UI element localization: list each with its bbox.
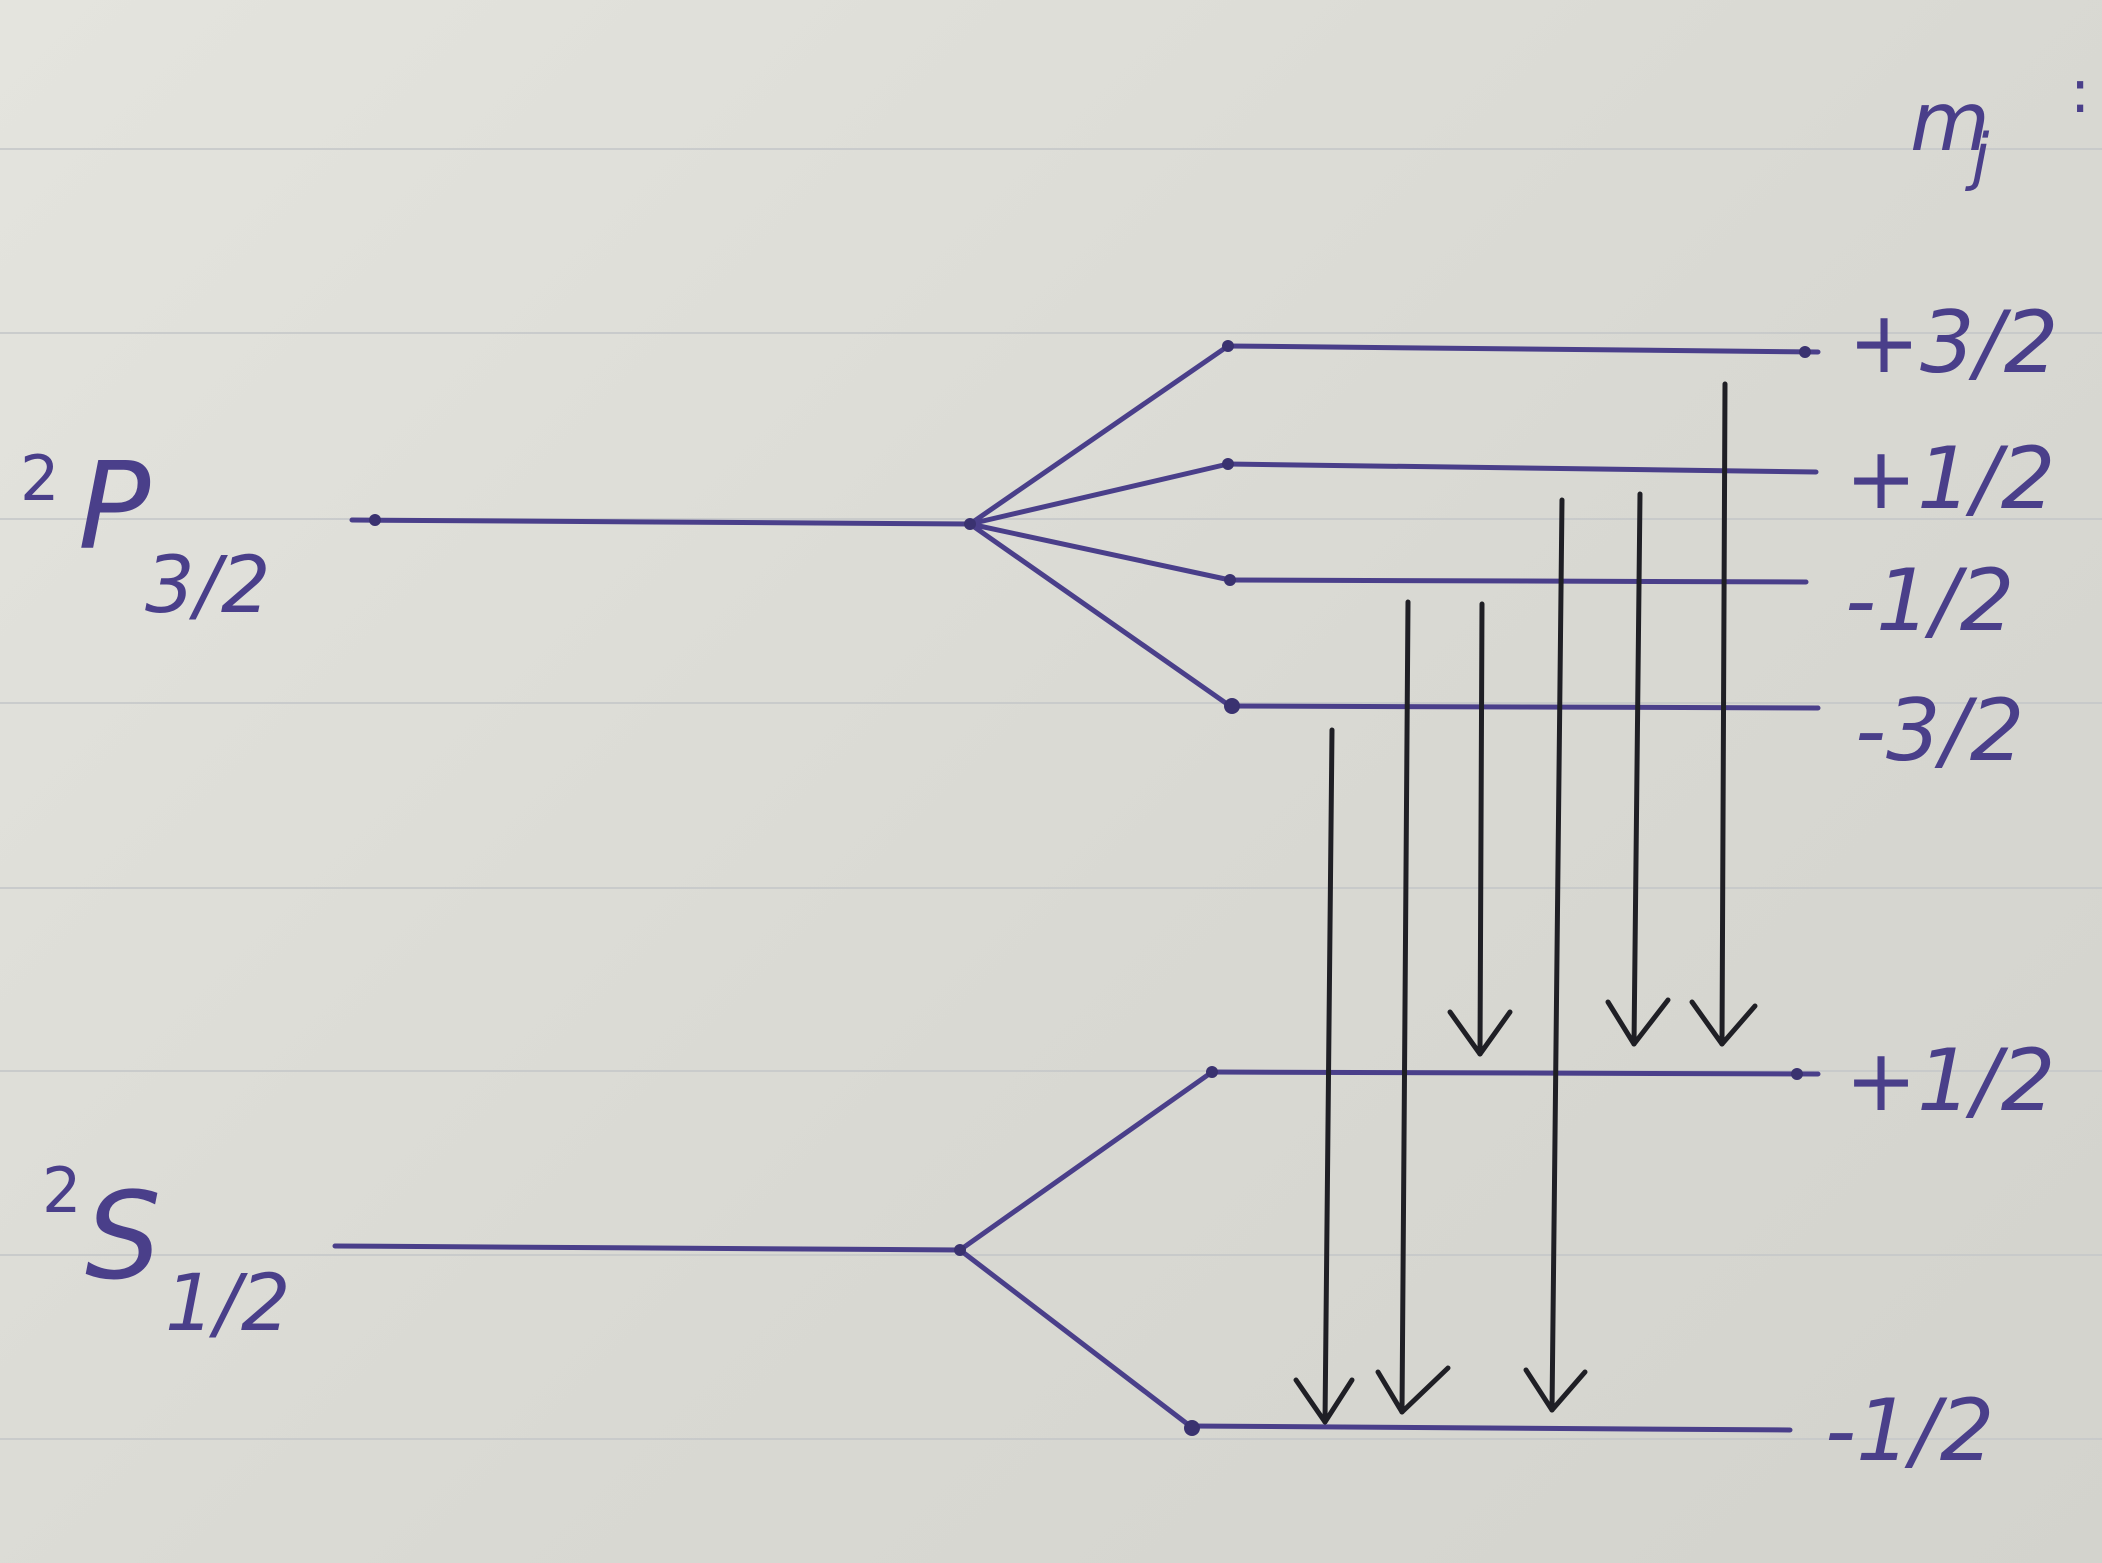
ruled-line: [0, 1438, 2102, 1440]
level-endpoint: [1222, 458, 1234, 470]
mj-column-header: m j :: [1910, 57, 2090, 193]
mj-label: +1/2: [1845, 429, 2055, 529]
upper-split-connector: [967, 343, 1231, 527]
ruled-line: [0, 148, 2102, 150]
upper-term-multiplicity: 2: [20, 442, 59, 515]
lower-level-dots: [954, 1066, 1803, 1436]
mj-label: -1/2: [1825, 1381, 1994, 1481]
ruled-line: [0, 1070, 2102, 1072]
transition-arrow-m3half-to-m1half: [1293, 727, 1355, 1425]
upper-mj-labels: +3/2 +1/2 -1/2 -3/2: [1845, 293, 2058, 781]
upper-term-label: 2 P 3/2: [20, 438, 271, 631]
upper-sublevel-plus3half: [1225, 343, 1821, 355]
level-endpoint: [1791, 1068, 1803, 1080]
lower-split-connector: [957, 1069, 1215, 1253]
level-endpoint: [1224, 698, 1240, 714]
mj-label: -1/2: [1845, 551, 2014, 651]
upper-term-letter: P: [78, 438, 151, 577]
ruled-line: [0, 702, 2102, 704]
upper-unperturbed-level: [349, 517, 973, 527]
level-endpoint: [1184, 1420, 1200, 1436]
transition-arrows: [1293, 381, 1758, 1425]
mj-header-colon: :: [2070, 57, 2090, 127]
lower-split-connector: [957, 1247, 1193, 1429]
lower-term-label: 2 S 1/2: [42, 1154, 291, 1349]
lower-sublevel-plus1half: [1209, 1069, 1821, 1077]
ruled-line: [0, 332, 2102, 334]
mj-header-letter: m: [1910, 75, 1990, 170]
level-endpoint: [369, 514, 381, 526]
transition-arrow-m1half-to-m1half: [1375, 599, 1451, 1415]
branch-point: [954, 1244, 966, 1256]
lower-level-group: [332, 1069, 1821, 1433]
lower-unperturbed-level: [332, 1243, 963, 1253]
upper-level-group: [349, 343, 1821, 711]
mj-label: +3/2: [1848, 293, 2058, 393]
upper-sublevel-plus1half: [1225, 461, 1819, 475]
ruled-line: [0, 1254, 2102, 1256]
mj-label: -3/2: [1855, 681, 2024, 781]
lower-term-multiplicity: 2: [42, 1154, 81, 1227]
ruled-line: [0, 518, 2102, 520]
upper-split-connector: [967, 521, 1233, 583]
lower-term-j: 1/2: [165, 1259, 291, 1349]
upper-split-connector: [967, 461, 1231, 527]
lower-sublevel-minus1half: [1187, 1423, 1793, 1433]
lower-mj-labels: +1/2 -1/2: [1825, 1031, 2055, 1481]
mj-label: +1/2: [1845, 1031, 2055, 1131]
upper-sublevel-minus1half: [1227, 577, 1809, 585]
upper-split-connector: [967, 521, 1233, 709]
transition-arrow-p1half-to-m1half: [1523, 497, 1588, 1413]
level-endpoint: [1799, 346, 1811, 358]
lower-term-letter: S: [85, 1168, 161, 1307]
level-endpoint: [1224, 574, 1236, 586]
ruled-line: [0, 887, 2102, 889]
branch-point: [964, 518, 976, 530]
upper-term-j: 3/2: [145, 541, 271, 631]
upper-sublevel-minus3half: [1227, 703, 1821, 711]
transition-arrow-p1half-to-p1half: [1605, 491, 1671, 1047]
transition-arrow-p3half-to-p1half: [1689, 381, 1758, 1047]
transition-arrow-m1half-to-p1half: [1447, 601, 1513, 1057]
level-endpoint: [1206, 1066, 1218, 1078]
upper-level-dots: [369, 340, 1811, 714]
level-endpoint: [1222, 340, 1234, 352]
